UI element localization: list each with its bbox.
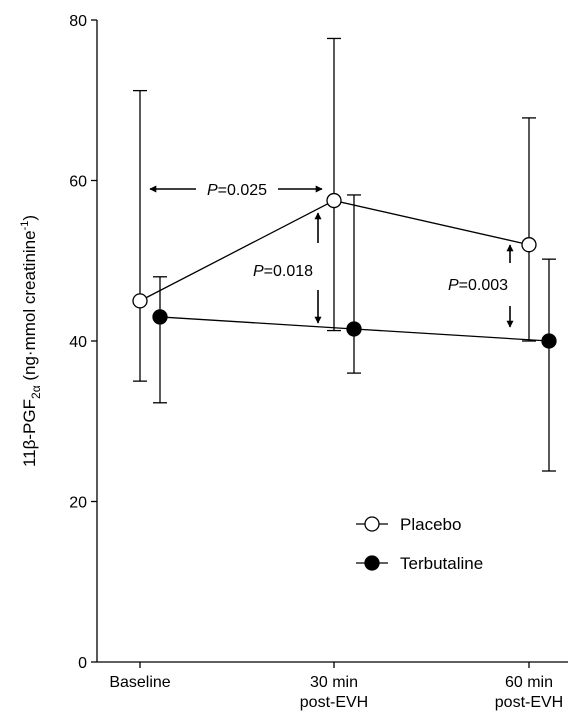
data-point-terbutaline [152, 309, 168, 325]
legend-marker-terbutaline [364, 555, 380, 571]
y-tick-label: 0 [78, 655, 87, 672]
series-lines [139, 199, 550, 342]
error-bars [133, 37, 556, 472]
data-point-terbutaline [346, 321, 362, 337]
data-point-placebo [521, 237, 537, 253]
annotation-p-0018: P=0.018 [253, 263, 313, 280]
data-points [132, 192, 557, 349]
y-tick-label: 40 [69, 334, 87, 351]
legend: Placebo Terbutaline [356, 515, 483, 573]
x-tick-label: 60 min post-EVH [495, 674, 563, 711]
annotation-p-0025: P=0.025 [207, 182, 267, 199]
data-point-placebo [326, 192, 342, 209]
y-tick-label: 20 [69, 495, 87, 512]
legend-marker-placebo [364, 516, 380, 532]
annotations: P=0.025 P=0.018 P=0.003 [149, 182, 514, 328]
data-point-terbutaline [541, 333, 557, 349]
axes: 0 20 40 60 80 Baseline 30 min post-EVH 60 min pos… [19, 13, 568, 711]
data-point-placebo [132, 293, 148, 309]
annotation-p-0003: P=0.003 [448, 277, 508, 294]
y-tick-label: 60 [69, 174, 87, 191]
legend-label-placebo: Placebo [400, 515, 461, 534]
y-axis-title: 11β-PGF2α (ng·mmol creatinine-1) [19, 215, 43, 467]
legend-label-terbutaline: Terbutaline [400, 554, 483, 573]
x-tick-label: 30 min post-EVH [300, 674, 368, 711]
y-tick-label: 80 [69, 13, 87, 30]
x-tick-label: Baseline [109, 674, 170, 691]
